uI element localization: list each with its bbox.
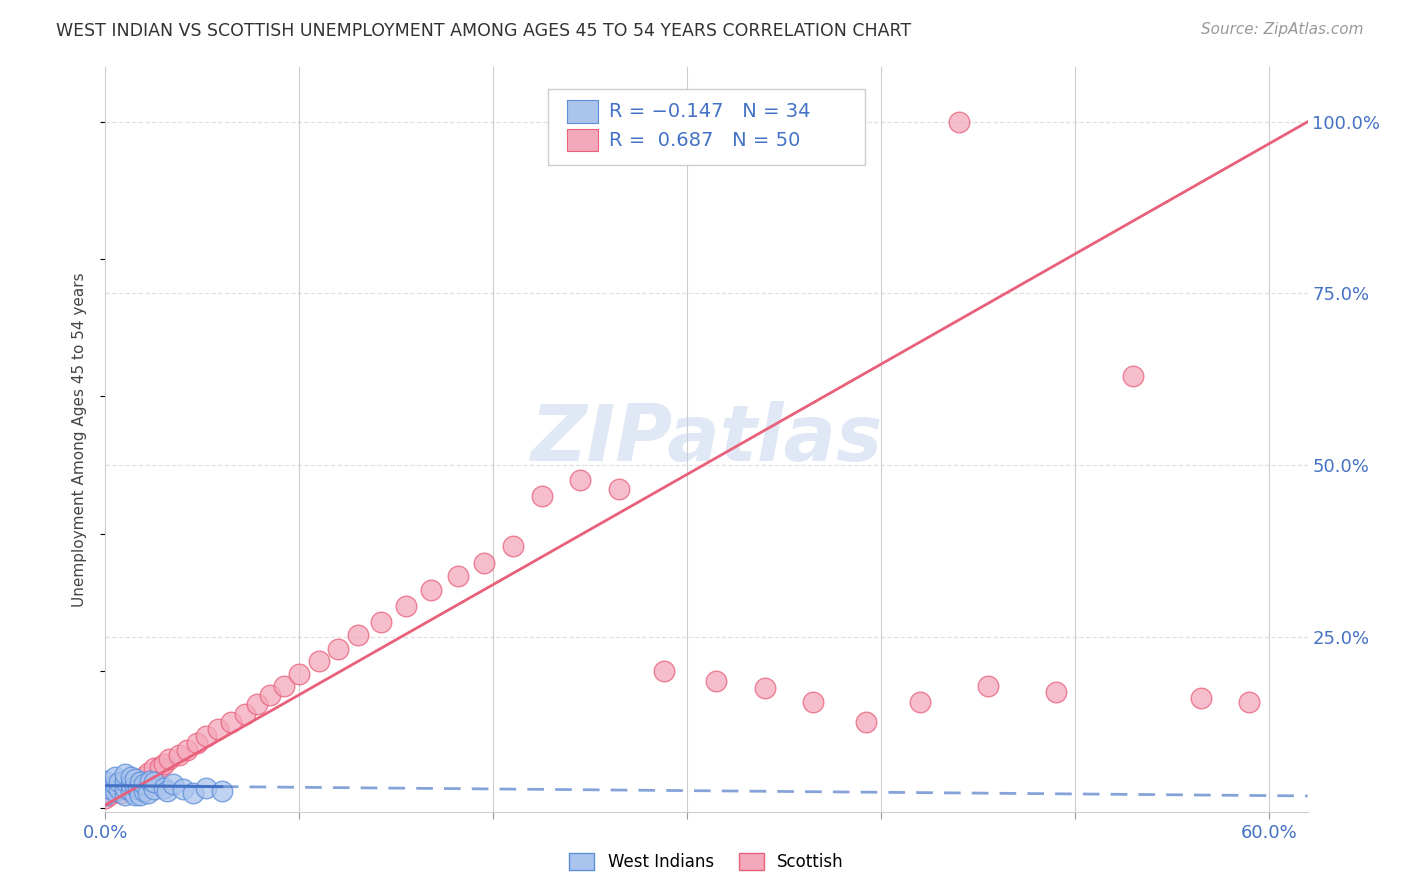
Y-axis label: Unemployment Among Ages 45 to 54 years: Unemployment Among Ages 45 to 54 years: [72, 272, 87, 607]
Point: [114, 773, 136, 788]
Point: [346, 628, 368, 642]
Legend: West Indians, Scottish: West Indians, Scottish: [562, 847, 851, 878]
Point: [530, 489, 553, 503]
Point: [211, 784, 233, 798]
Point: [139, 773, 162, 788]
Point: [94, 780, 117, 795]
Text: R =  0.687   N = 50: R = 0.687 N = 50: [609, 130, 800, 150]
Point: [94, 773, 117, 788]
Point: [129, 775, 152, 789]
Point: [273, 679, 295, 693]
Text: R = −0.147   N = 34: R = −0.147 N = 34: [609, 102, 810, 121]
Point: [502, 539, 524, 553]
Point: [129, 788, 152, 802]
Point: [447, 569, 470, 583]
Point: [246, 697, 269, 711]
Point: [105, 780, 128, 795]
Point: [118, 777, 141, 791]
Point: [207, 723, 229, 737]
Point: [142, 775, 165, 789]
Point: [326, 642, 349, 657]
Point: [110, 786, 132, 800]
Point: [108, 775, 131, 789]
Point: [1189, 691, 1212, 706]
Point: [124, 780, 146, 794]
Point: [142, 762, 165, 776]
Point: [159, 752, 181, 766]
Point: [948, 115, 970, 129]
Point: [136, 786, 159, 800]
Point: [652, 664, 675, 678]
Point: [114, 782, 136, 797]
Point: [127, 780, 149, 794]
Point: [370, 615, 392, 629]
Point: [754, 681, 776, 695]
Point: [156, 784, 179, 798]
Point: [181, 786, 204, 800]
Point: [221, 715, 243, 730]
Point: [142, 782, 165, 797]
Point: [108, 782, 131, 797]
Point: [195, 780, 218, 795]
Point: [172, 782, 194, 797]
Point: [94, 788, 117, 802]
Point: [134, 777, 156, 791]
Point: [104, 784, 127, 798]
Point: [134, 771, 156, 785]
Point: [1239, 695, 1261, 709]
Point: [136, 765, 159, 780]
Point: [420, 582, 443, 597]
Point: [176, 743, 198, 757]
Point: [124, 772, 146, 787]
Text: Source: ZipAtlas.com: Source: ZipAtlas.com: [1201, 22, 1364, 37]
Point: [103, 784, 125, 798]
Point: [976, 679, 998, 693]
Point: [395, 599, 418, 613]
Point: [162, 777, 184, 791]
Point: [607, 482, 630, 496]
Point: [94, 791, 117, 805]
Point: [908, 695, 931, 709]
Point: [104, 777, 127, 791]
Point: [259, 688, 281, 702]
Point: [104, 771, 127, 785]
Point: [167, 747, 190, 762]
Point: [114, 767, 136, 781]
Text: ZIPatlas: ZIPatlas: [530, 401, 883, 477]
Text: WEST INDIAN VS SCOTTISH UNEMPLOYMENT AMONG AGES 45 TO 54 YEARS CORRELATION CHART: WEST INDIAN VS SCOTTISH UNEMPLOYMENT AMO…: [56, 22, 911, 40]
Point: [288, 667, 311, 681]
Point: [98, 788, 121, 802]
Point: [1122, 368, 1144, 383]
Point: [801, 695, 824, 709]
Point: [120, 784, 142, 798]
Point: [308, 654, 330, 668]
Point: [124, 773, 146, 788]
Point: [233, 706, 256, 721]
Point: [152, 780, 174, 795]
Point: [114, 788, 136, 802]
Point: [855, 715, 877, 730]
Point: [186, 736, 208, 750]
Point: [472, 556, 495, 570]
Point: [152, 756, 174, 771]
Point: [127, 782, 149, 797]
Point: [120, 777, 142, 791]
Point: [149, 760, 172, 774]
Point: [569, 473, 592, 487]
Point: [114, 780, 136, 795]
Point: [1045, 684, 1067, 698]
Point: [704, 674, 727, 689]
Point: [124, 788, 146, 802]
Point: [120, 771, 142, 785]
Point: [195, 729, 218, 743]
Point: [134, 784, 156, 798]
